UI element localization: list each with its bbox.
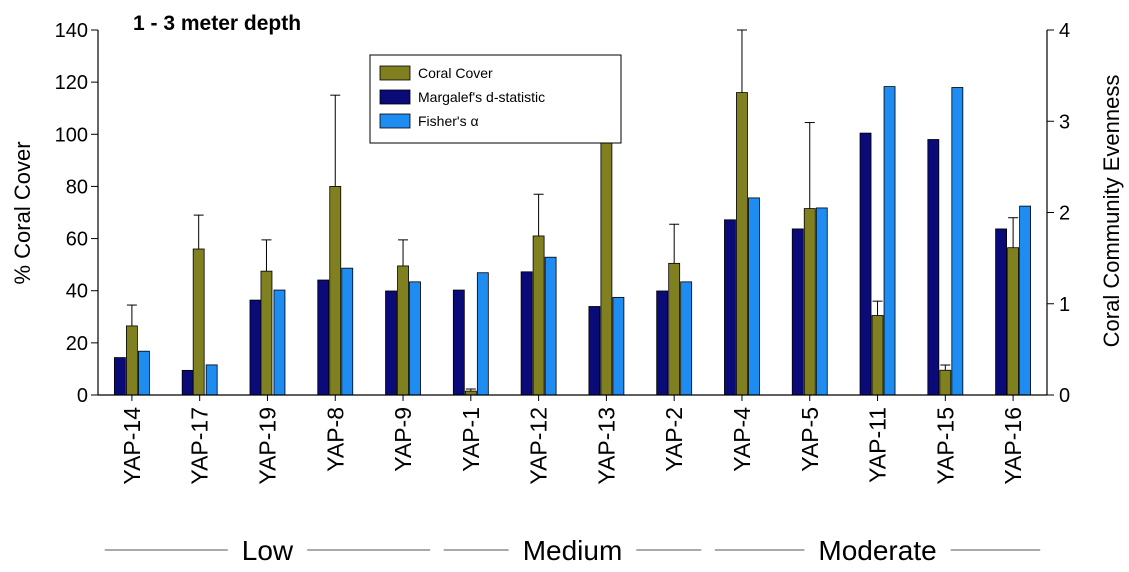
margalef-bar-yap-11 [859,132,872,396]
y-axis-right-label: Coral Community Evenness [1099,75,1124,348]
margalef-bar-yap-12 [520,271,533,396]
x-tick-label-yap-19: YAP-19 [254,407,280,485]
group-label-low: Low [242,535,294,566]
margalef-bar-yap-2 [656,290,669,396]
coral-cover-bar-yap-12 [532,235,545,396]
axes-layer: 0 20 40 60 80 100 120 140 0 1 2 3 4 YAP-14 YAP-17 YAP-1… [55,20,1071,485]
legend-label-0: Coral Cover [418,65,493,81]
chart-title: 1 - 3 meter depth [133,12,301,35]
fisher-bar-yap-1 [476,272,489,396]
fisher-bar-yap-9 [409,281,421,396]
margalef-bar-yap-15 [927,139,940,396]
x-tick-label-yap-13: YAP-13 [593,407,619,485]
x-tick-label-yap-17: YAP-17 [187,407,213,485]
coral-cover-bar-yap-9 [397,265,409,396]
legend-label-2: Fisher's α [418,113,479,129]
y-left-tick-label-20: 20 [66,333,88,355]
margalef-bar-yap-16 [995,228,1008,396]
margalef-bar-yap-14 [113,357,126,396]
x-tick-label-yap-14: YAP-14 [119,407,145,485]
group-label-moderate: Moderate [818,535,936,566]
x-tick-label-yap-5: YAP-5 [797,407,823,472]
fisher-bar-yap-2 [680,281,693,396]
x-tick-label-yap-2: YAP-2 [661,407,687,472]
y-left-tick-label-0: 0 [77,385,88,407]
y-left-tick-label-140: 140 [55,20,88,42]
fisher-bar-yap-12 [544,256,557,396]
fisher-bar-yap-8 [341,267,354,396]
coral-cover-bar-yap-5 [803,208,816,396]
y-left-tick-label-40: 40 [66,281,88,303]
x-tick-label-yap-16: YAP-16 [1000,407,1026,485]
group-label-medium: Medium [523,535,623,566]
y-right-tick-label-1: 1 [1059,294,1070,316]
legend-box [369,54,622,144]
legend-swatch-2 [379,113,411,129]
group-labels: Low Medium Moderate [104,535,1041,566]
fisher-bar-yap-16 [1019,205,1032,396]
coral-cover-bar-yap-17 [192,248,205,396]
fisher-bar-yap-14 [137,350,150,396]
fisher-bar-yap-19 [273,289,286,396]
margalef-bar-yap-9 [385,290,397,396]
coral-cover-bar-yap-8 [329,186,342,396]
x-tick-label-yap-15: YAP-15 [932,407,958,485]
coral-cover-bar-yap-13 [600,131,613,396]
coral-cover-bar-yap-19 [260,270,273,396]
legend-label-1: Margalef's d-statistic [418,89,545,105]
x-tick-label-yap-12: YAP-12 [526,407,552,485]
y-right-tick-label-3: 3 [1059,111,1070,133]
margalef-bar-yap-8 [317,279,330,396]
x-tick-label-yap-8: YAP-8 [322,407,348,472]
x-tick-label-yap-1: YAP-1 [458,407,484,472]
bars-layer [113,29,1032,396]
margalef-bar-yap-5 [791,228,804,396]
fisher-bar-yap-17 [205,364,218,396]
y-left-tick-label-120: 120 [55,72,88,94]
legend-swatch-0 [379,65,411,81]
y-right-tick-label-4: 4 [1059,20,1070,42]
margalef-bar-yap-1 [452,289,465,396]
y-left-tick-label-80: 80 [66,176,88,198]
margalef-bar-yap-13 [588,306,601,396]
y-right-tick-label-2: 2 [1059,203,1070,225]
coral-cover-bar-yap-15 [939,369,952,396]
coral-cover-bar-yap-16 [1007,247,1020,396]
coral-cover-bar-yap-4 [736,92,748,396]
x-tick-label-yap-4: YAP-4 [729,407,755,472]
fisher-bar-yap-15 [951,87,964,396]
coral-cover-bar-yap-14 [125,325,138,396]
y-left-tick-label-100: 100 [55,124,88,146]
margalef-bar-yap-19 [249,299,262,396]
y-left-tick-label-60: 60 [66,229,88,251]
fisher-bar-yap-13 [612,296,625,396]
margalef-bar-yap-4 [724,219,736,396]
coral-cover-bar-yap-2 [668,262,681,396]
y-axis-left-label: % Coral Cover [10,141,35,284]
fisher-bar-yap-11 [883,86,896,396]
x-tick-label-yap-9: YAP-9 [390,407,416,472]
legend-swatch-1 [379,89,411,105]
coral-cover-bar-yap-11 [871,315,884,396]
x-tick-label-yap-11: YAP-11 [865,407,891,483]
margalef-bar-yap-17 [181,369,194,396]
y-right-tick-label-0: 0 [1059,385,1070,407]
fisher-bar-yap-4 [748,197,760,396]
fisher-bar-yap-5 [815,207,828,396]
legend: Coral Cover Margalef's d-statistic Fisher'… [369,54,622,144]
